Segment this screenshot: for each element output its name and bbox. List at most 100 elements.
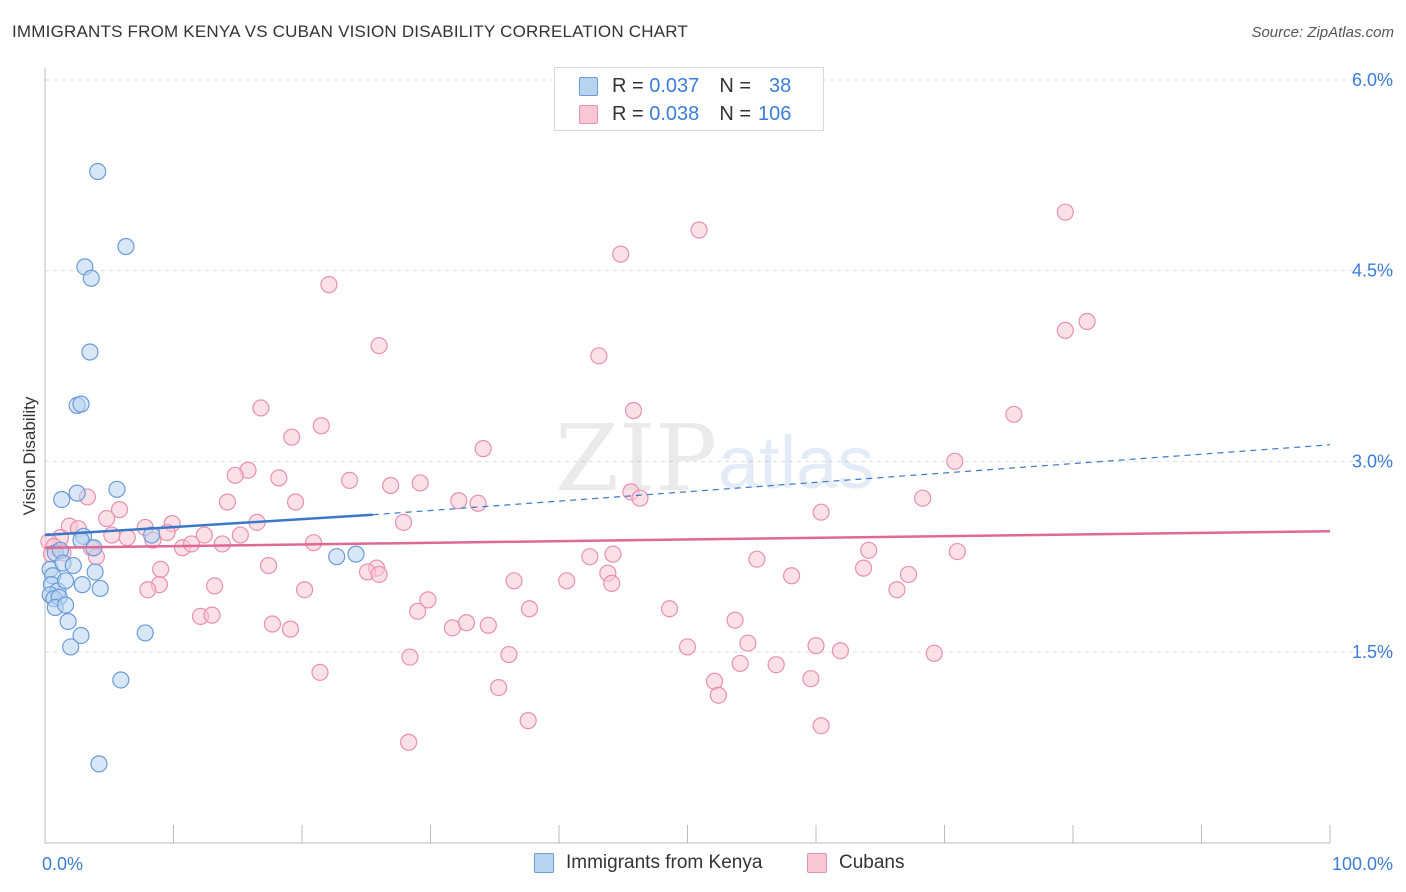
chart-title: IMMIGRANTS FROM KENYA VS CUBAN VISION DI… — [12, 22, 688, 41]
cubans-trend-line — [44, 529, 1331, 550]
kenya-n-label: N = — [719, 74, 751, 97]
cubans-point-73 — [139, 581, 157, 599]
y-tick-label-1: 3.0% — [1352, 451, 1393, 471]
kenya-point-31 — [59, 612, 77, 631]
cubans-point-64 — [370, 565, 388, 584]
cubans-point-84 — [281, 620, 300, 638]
cubans-legend-label: Cubans — [839, 852, 905, 873]
cubans-n-value: 106 — [758, 102, 792, 125]
cubans-point-6 — [370, 337, 388, 355]
source-label: Source: ZipAtlas.com — [1251, 24, 1394, 41]
cubans-point-20 — [382, 476, 400, 495]
axes — [44, 68, 1331, 844]
cubans-point-58 — [748, 550, 766, 568]
cubans-point-71 — [206, 577, 224, 595]
cubans-point-30 — [812, 503, 830, 521]
cubans-point-56 — [604, 545, 622, 563]
cubans-point-82 — [726, 611, 744, 629]
kenya-point-30 — [56, 596, 75, 614]
cubans-point-54 — [860, 541, 878, 559]
cubans-point-31 — [98, 509, 116, 528]
kenya-point-25 — [91, 579, 109, 598]
cubans-r-label: R = — [612, 102, 644, 125]
cubans-point-8 — [252, 399, 270, 417]
kenya-point-23 — [56, 572, 75, 590]
cubans-point-88 — [807, 637, 825, 655]
cubans-point-89 — [739, 634, 757, 652]
cubans-point-32 — [394, 513, 413, 531]
kenya-trend-solid — [44, 513, 373, 537]
kenya-point-20 — [86, 563, 104, 581]
cubans-point-57 — [581, 548, 599, 566]
legend-item-kenya[interactable]: Immigrants from Kenya — [534, 852, 762, 874]
kenya-points — [41, 162, 365, 773]
kenya-point-0 — [89, 162, 107, 181]
kenya-point-8 — [53, 490, 71, 509]
cubans-point-16 — [226, 466, 244, 484]
kenya-trend-dashed — [372, 444, 1331, 516]
legend-row-cubans: R = 0.038 N = 106 — [579, 102, 791, 126]
y-tick-label-2: 4.5% — [1352, 261, 1393, 281]
cubans-point-69 — [558, 572, 576, 590]
cubans-point-0 — [1056, 203, 1074, 221]
cubans-point-26 — [286, 493, 305, 511]
cubans-point-19 — [411, 474, 429, 492]
kenya-point-38 — [328, 548, 346, 566]
y-tick-labels: 1.5% 3.0% 4.5% 6.0% — [1352, 70, 1393, 662]
cubans-point-47 — [213, 535, 231, 553]
kenya-point-19 — [64, 556, 82, 575]
cubans-point-27 — [218, 493, 237, 511]
cubans-point-78 — [409, 602, 427, 620]
cubans-point-29 — [110, 501, 129, 519]
cubans-point-87 — [479, 616, 497, 634]
cubans-point-2 — [612, 245, 630, 263]
kenya-point-37 — [347, 545, 365, 563]
cubans-point-74 — [295, 581, 314, 599]
cubans-point-76 — [419, 591, 437, 609]
cubans-point-90 — [678, 638, 697, 656]
cubans-point-75 — [888, 581, 906, 599]
cubans-point-60 — [259, 556, 278, 575]
cubans-point-10 — [1005, 405, 1023, 423]
cubans-point-5 — [1056, 321, 1074, 340]
cubans-point-66 — [899, 565, 918, 584]
kenya-point-33 — [136, 624, 154, 642]
cubans-point-100 — [490, 678, 508, 697]
y-tick-label-3: 6.0% — [1352, 70, 1393, 90]
cubans-point-83 — [263, 615, 282, 633]
cubans-point-1 — [690, 221, 708, 239]
cubans-point-24 — [450, 492, 468, 510]
legend-item-cubans[interactable]: Cubans — [807, 852, 905, 874]
kenya-point-9 — [68, 484, 86, 502]
cubans-point-25 — [469, 494, 487, 512]
kenya-point-1 — [117, 237, 135, 256]
cubans-point-40 — [231, 526, 249, 544]
cubans-point-61 — [854, 559, 873, 577]
cubans-point-11 — [312, 417, 330, 435]
cubans-point-98 — [802, 670, 820, 688]
cubans-point-95 — [731, 654, 749, 673]
cubans-point-4 — [1078, 312, 1096, 331]
kenya-r-label: R = — [612, 74, 644, 97]
cubans-point-86 — [457, 614, 476, 632]
cubans-point-22 — [631, 489, 649, 507]
kenya-point-7 — [108, 480, 126, 498]
x-tick-label-1: 100.0% — [1332, 854, 1393, 874]
cubans-point-55 — [948, 542, 966, 561]
cubans-point-77 — [520, 600, 539, 618]
kenya-r-value: 0.037 — [649, 74, 700, 97]
cubans-point-13 — [474, 440, 492, 458]
kenya-point-3 — [82, 269, 100, 287]
cubans-point-94 — [401, 648, 419, 666]
cubans-legend-swatch — [807, 853, 827, 873]
cubans-point-41 — [118, 528, 136, 547]
kenya-point-36 — [90, 755, 108, 773]
cubans-point-62 — [152, 560, 170, 578]
cubans-point-39 — [195, 526, 213, 544]
cubans-point-70 — [603, 574, 621, 592]
kenya-point-15 — [143, 526, 161, 544]
cubans-swatch — [579, 104, 598, 124]
cubans-n-label: N = — [719, 102, 751, 125]
series-legend: Immigrants from Kenya Cubans — [0, 852, 1406, 878]
